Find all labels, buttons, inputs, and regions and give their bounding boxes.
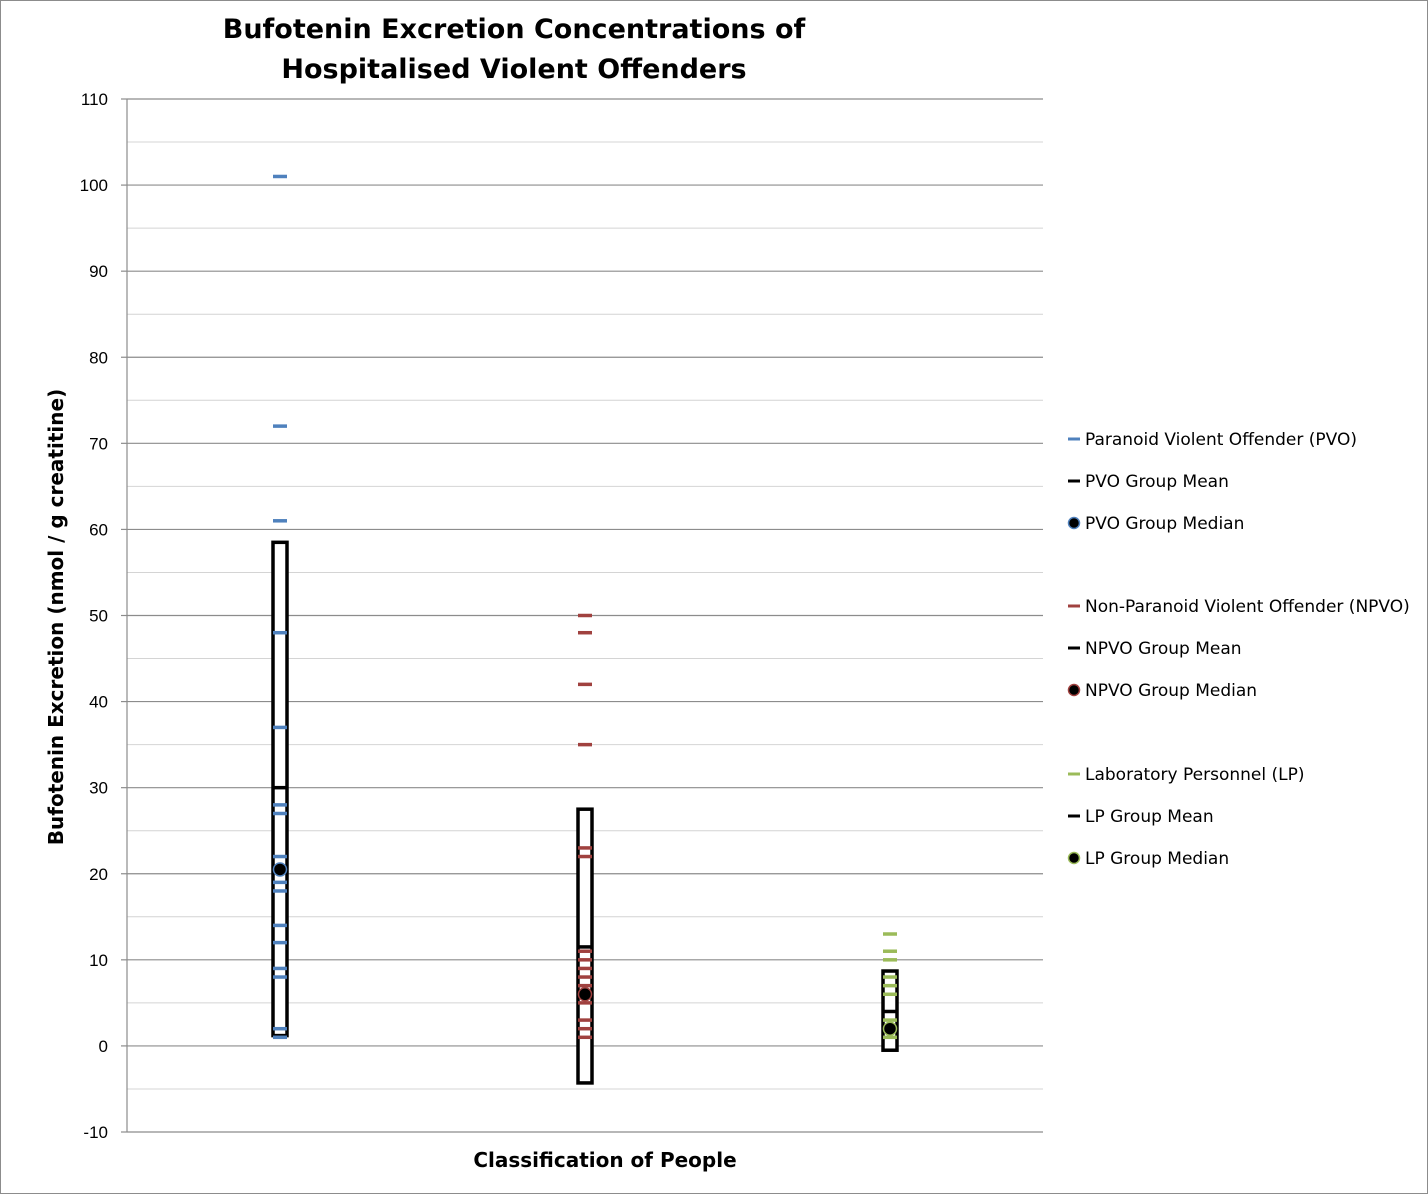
y-tick-label: 10 — [89, 951, 108, 970]
npvo-legend-swatch-median — [1067, 683, 1081, 697]
pvo-legend-swatch-median — [1067, 516, 1081, 530]
plot-marks — [271, 174, 899, 1085]
npvo-legend-label-median: NPVO Group Median — [1085, 681, 1257, 701]
lp-legend-swatch-median — [1067, 851, 1081, 865]
pvo-median-marker — [272, 862, 288, 877]
pvo-legend-label-median: PVO Group Median — [1085, 514, 1244, 534]
chart-title-line-2: Hospitalised Violent Offenders — [281, 54, 746, 85]
y-axis-title: Bufotenin Excretion (nmol / g creatitine… — [44, 389, 68, 845]
npvo-median-marker — [577, 987, 593, 1002]
y-axis: -10 0 10 20 30 40 50 60 70 80 90 100 110 — [80, 90, 128, 1142]
y-tick-label: 90 — [89, 262, 108, 281]
chart-title-line-1: Bufotenin Excretion Concentrations of — [223, 14, 806, 45]
y-tick-label: 50 — [89, 607, 108, 626]
npvo-legend-label-mean: NPVO Group Mean — [1085, 639, 1242, 659]
y-tick-label: 80 — [89, 348, 108, 367]
y-tick-label: 20 — [89, 865, 108, 884]
y-tick-label: 70 — [89, 434, 108, 453]
pvo-legend-label-data: Paranoid Violent Offender (PVO) — [1085, 430, 1357, 450]
lp-legend-label-mean: LP Group Mean — [1085, 807, 1214, 827]
legend: Paranoid Violent Offender (PVO) PVO Group… — [1067, 430, 1410, 869]
y-tick-label: 30 — [89, 779, 108, 798]
y-tick-label: 60 — [89, 520, 108, 539]
x-axis-title: Classification of People — [473, 1148, 736, 1172]
lp-median-marker — [882, 1021, 898, 1036]
lp-legend-label-data: Laboratory Personnel (LP) — [1085, 765, 1304, 785]
y-tick-label: 100 — [80, 176, 108, 195]
y-tick-label: 0 — [99, 1037, 108, 1056]
y-tick-label: 40 — [89, 693, 108, 712]
y-tick-label: 110 — [81, 90, 108, 109]
pvo-legend-label-mean: PVO Group Mean — [1085, 472, 1229, 492]
npvo-legend-label-data: Non-Paranoid Violent Offender (NPVO) — [1085, 597, 1410, 617]
y-tick-label: -10 — [83, 1123, 108, 1142]
lp-legend-label-median: LP Group Median — [1085, 849, 1229, 869]
